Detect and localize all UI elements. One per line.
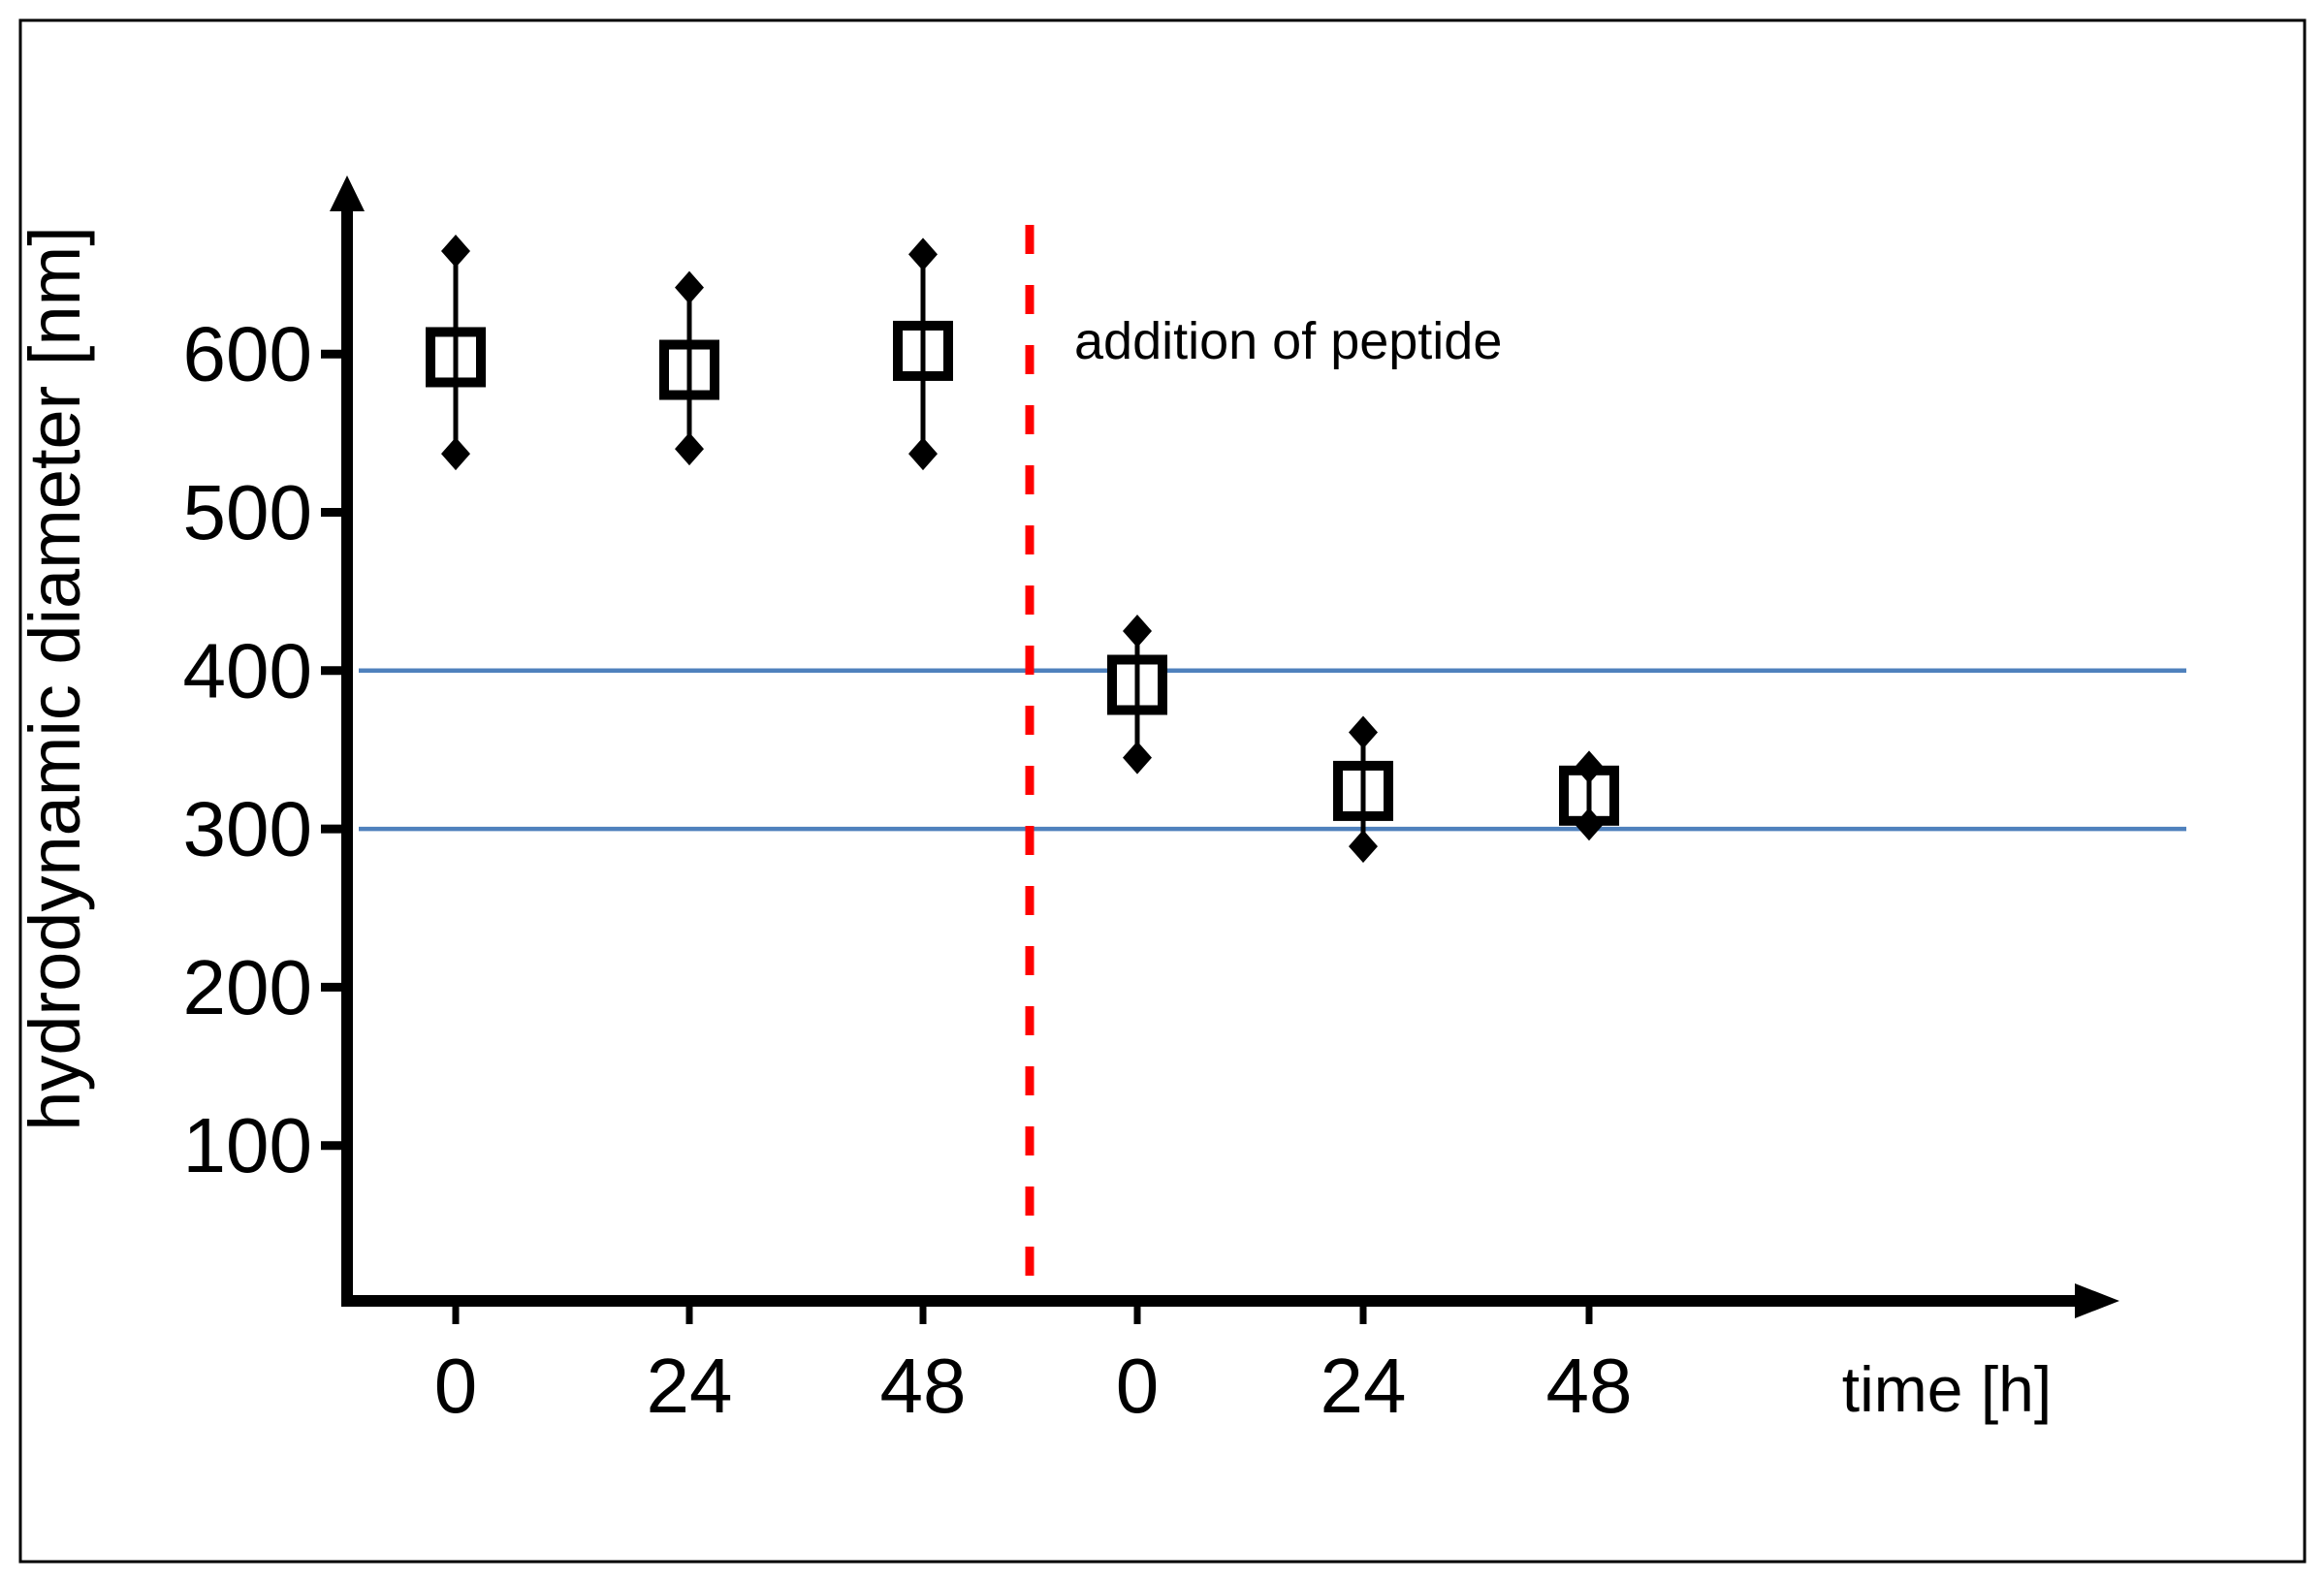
error-cap-bottom (1349, 830, 1378, 864)
x-tick-label-after-24: 24 (1321, 1343, 1407, 1429)
peptide-annotation: addition of peptide (1074, 312, 1502, 370)
y-tick-label-300: 300 (183, 786, 312, 872)
y-axis-ticks: 100 200 300 400 500 600 (183, 311, 342, 1188)
reference-lines (359, 668, 2186, 832)
data-point-after-0 (1107, 614, 1167, 775)
error-cap-top (675, 270, 704, 304)
error-cap-bottom (675, 432, 704, 466)
x-tick-label-before-24: 24 (647, 1343, 733, 1429)
y-tick-label-600: 600 (183, 311, 312, 397)
error-cap-bottom (1123, 741, 1152, 775)
x-axis-arrow-icon (2075, 1283, 2119, 1318)
error-cap-top (1123, 614, 1152, 648)
data-points (426, 235, 1619, 864)
y-axis-arrow-icon (330, 175, 365, 211)
data-point-after-24 (1333, 715, 1393, 864)
y-tick-label-400: 400 (183, 627, 312, 713)
y-axis-title: hydrodynamic diameter [nm] (15, 226, 95, 1131)
data-point-after-48 (1559, 750, 1619, 841)
y-tick-label-500: 500 (183, 469, 312, 555)
error-cap-top (441, 235, 470, 269)
error-cap-bottom (441, 437, 470, 471)
error-cap-top (1349, 715, 1378, 749)
error-cap-bottom (1575, 807, 1604, 841)
x-tick-label-after-0: 0 (1116, 1343, 1160, 1429)
data-point-before-48 (893, 237, 953, 471)
chart-frame (18, 18, 2307, 1564)
error-cap-top (1575, 750, 1604, 784)
y-tick-label-200: 200 (183, 944, 312, 1030)
x-tick-label-before-48: 48 (880, 1343, 967, 1429)
y-tick-label-100: 100 (183, 1102, 312, 1188)
error-cap-top (908, 237, 938, 271)
data-point-before-24 (659, 270, 719, 466)
x-axis-title: time [h] (1842, 1353, 2052, 1425)
error-cap-bottom (908, 437, 938, 471)
x-tick-label-after-48: 48 (1546, 1343, 1633, 1429)
data-point-before-0 (426, 235, 486, 471)
x-tick-label-before-0: 0 (434, 1343, 478, 1429)
x-axis-ticks: 0 24 48 0 24 48 (434, 1307, 1633, 1429)
